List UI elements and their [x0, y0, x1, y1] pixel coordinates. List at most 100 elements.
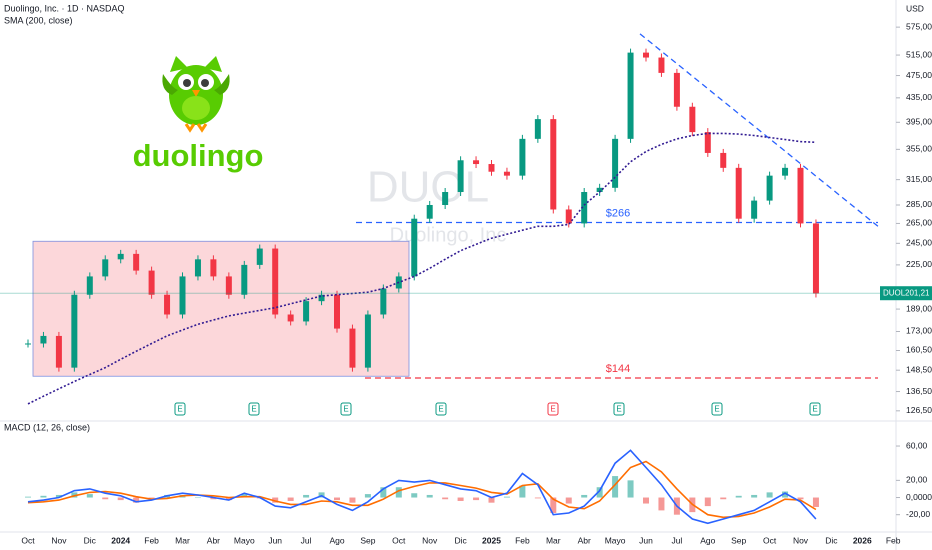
histogram-bar [334, 497, 340, 501]
y-tick-label: 285,00 [906, 199, 932, 209]
histogram-bar [812, 497, 819, 507]
candle [117, 253, 124, 260]
histogram-bar [473, 497, 480, 501]
candle [210, 259, 217, 277]
x-tick-label: Feb [515, 535, 530, 545]
y-tick-label: 0,0000 [906, 492, 932, 502]
macd-title: MACD (12, 26, close) [4, 422, 90, 432]
candle [612, 138, 619, 188]
candle [704, 132, 711, 153]
candle [689, 106, 696, 133]
last-price-symbol: DUOL [883, 288, 906, 297]
candle [287, 314, 294, 322]
y-tick-label: 355,00 [906, 144, 932, 154]
candle [735, 167, 742, 219]
x-tick-label: Jun [268, 535, 282, 545]
owl-beak [192, 90, 200, 97]
level-label: $144 [606, 363, 630, 375]
x-tick-label: Oct [392, 535, 406, 545]
x-tick-label: 2026 [853, 535, 872, 545]
histogram-bar [704, 497, 711, 507]
y-tick-label: 315,00 [906, 174, 932, 184]
candle [148, 270, 155, 295]
y-tick-label: 575,00 [906, 21, 932, 31]
histogram-bar [395, 487, 402, 498]
histogram-bar [766, 492, 773, 498]
earnings-marker [809, 402, 821, 416]
histogram-bar [411, 493, 418, 498]
candle [473, 160, 480, 165]
candle [565, 209, 572, 224]
candle [303, 301, 310, 322]
candle [102, 259, 109, 277]
x-tick-label: Sep [731, 535, 746, 545]
y-tick-label: -20,00 [906, 509, 930, 519]
candle [643, 52, 649, 58]
earnings-label: E [616, 405, 621, 414]
watermark-name: Duolingo, Inc [390, 224, 507, 246]
histogram-bar [643, 497, 649, 504]
histogram-bar [86, 494, 93, 498]
y-tick-label: 173,00 [906, 326, 932, 336]
candle [256, 248, 263, 265]
candle [782, 167, 789, 176]
owl-belly [182, 96, 210, 120]
candle [797, 167, 804, 224]
histogram-bar [25, 496, 31, 498]
x-tick-label: Oct [21, 535, 35, 545]
x-tick-label: Ago [700, 535, 715, 545]
y-tick-label: 265,00 [906, 218, 932, 228]
histogram-bar [596, 487, 603, 498]
candle [25, 343, 31, 345]
histogram-bar [272, 497, 279, 503]
candle [766, 175, 773, 201]
candle [225, 276, 232, 295]
histogram-bar [380, 487, 387, 498]
candle [812, 223, 819, 294]
candle [751, 200, 758, 219]
histogram-bar [349, 497, 356, 503]
histogram-bar [782, 491, 789, 498]
histogram-bar [627, 480, 634, 498]
histogram-bar [148, 497, 155, 499]
candle [627, 52, 634, 139]
earnings-label: E [714, 405, 719, 414]
y-tick-label: 245,00 [906, 238, 932, 248]
histogram-bar [194, 497, 201, 499]
owl-pupil [183, 79, 191, 87]
histogram-bar [457, 497, 464, 501]
histogram-bar [287, 497, 294, 501]
histogram-bar [241, 494, 248, 498]
x-tick-label: Feb [886, 535, 901, 545]
histogram-bar [442, 497, 449, 500]
histogram-bar [735, 495, 742, 498]
signal-line [27, 460, 817, 519]
x-tick-label: Mayo [605, 535, 626, 545]
x-tick-label: Nov [51, 535, 67, 545]
histogram-bar [581, 494, 588, 498]
indicator-label: SMA (200, close) [4, 15, 73, 25]
trendline [639, 33, 879, 227]
histogram-bar [133, 497, 140, 503]
currency-label: USD [906, 3, 924, 13]
histogram-bar [797, 497, 804, 500]
macd-line [27, 449, 817, 525]
candle [86, 276, 93, 295]
logo: duolingo [133, 56, 263, 173]
histogram-bar [565, 497, 572, 504]
x-tick-label: Dic [825, 535, 838, 545]
earnings-marker [711, 402, 723, 416]
x-tick-label: Mayo [234, 535, 255, 545]
histogram-bar [117, 497, 124, 501]
x-tick-label: Abr [207, 535, 220, 545]
histogram-bar [210, 497, 217, 500]
candle [673, 72, 680, 107]
candle [179, 276, 186, 315]
earnings-label: E [177, 405, 182, 414]
candle [55, 335, 62, 368]
earnings-marker [547, 402, 559, 416]
candle [519, 138, 526, 176]
earnings-marker [435, 402, 447, 416]
